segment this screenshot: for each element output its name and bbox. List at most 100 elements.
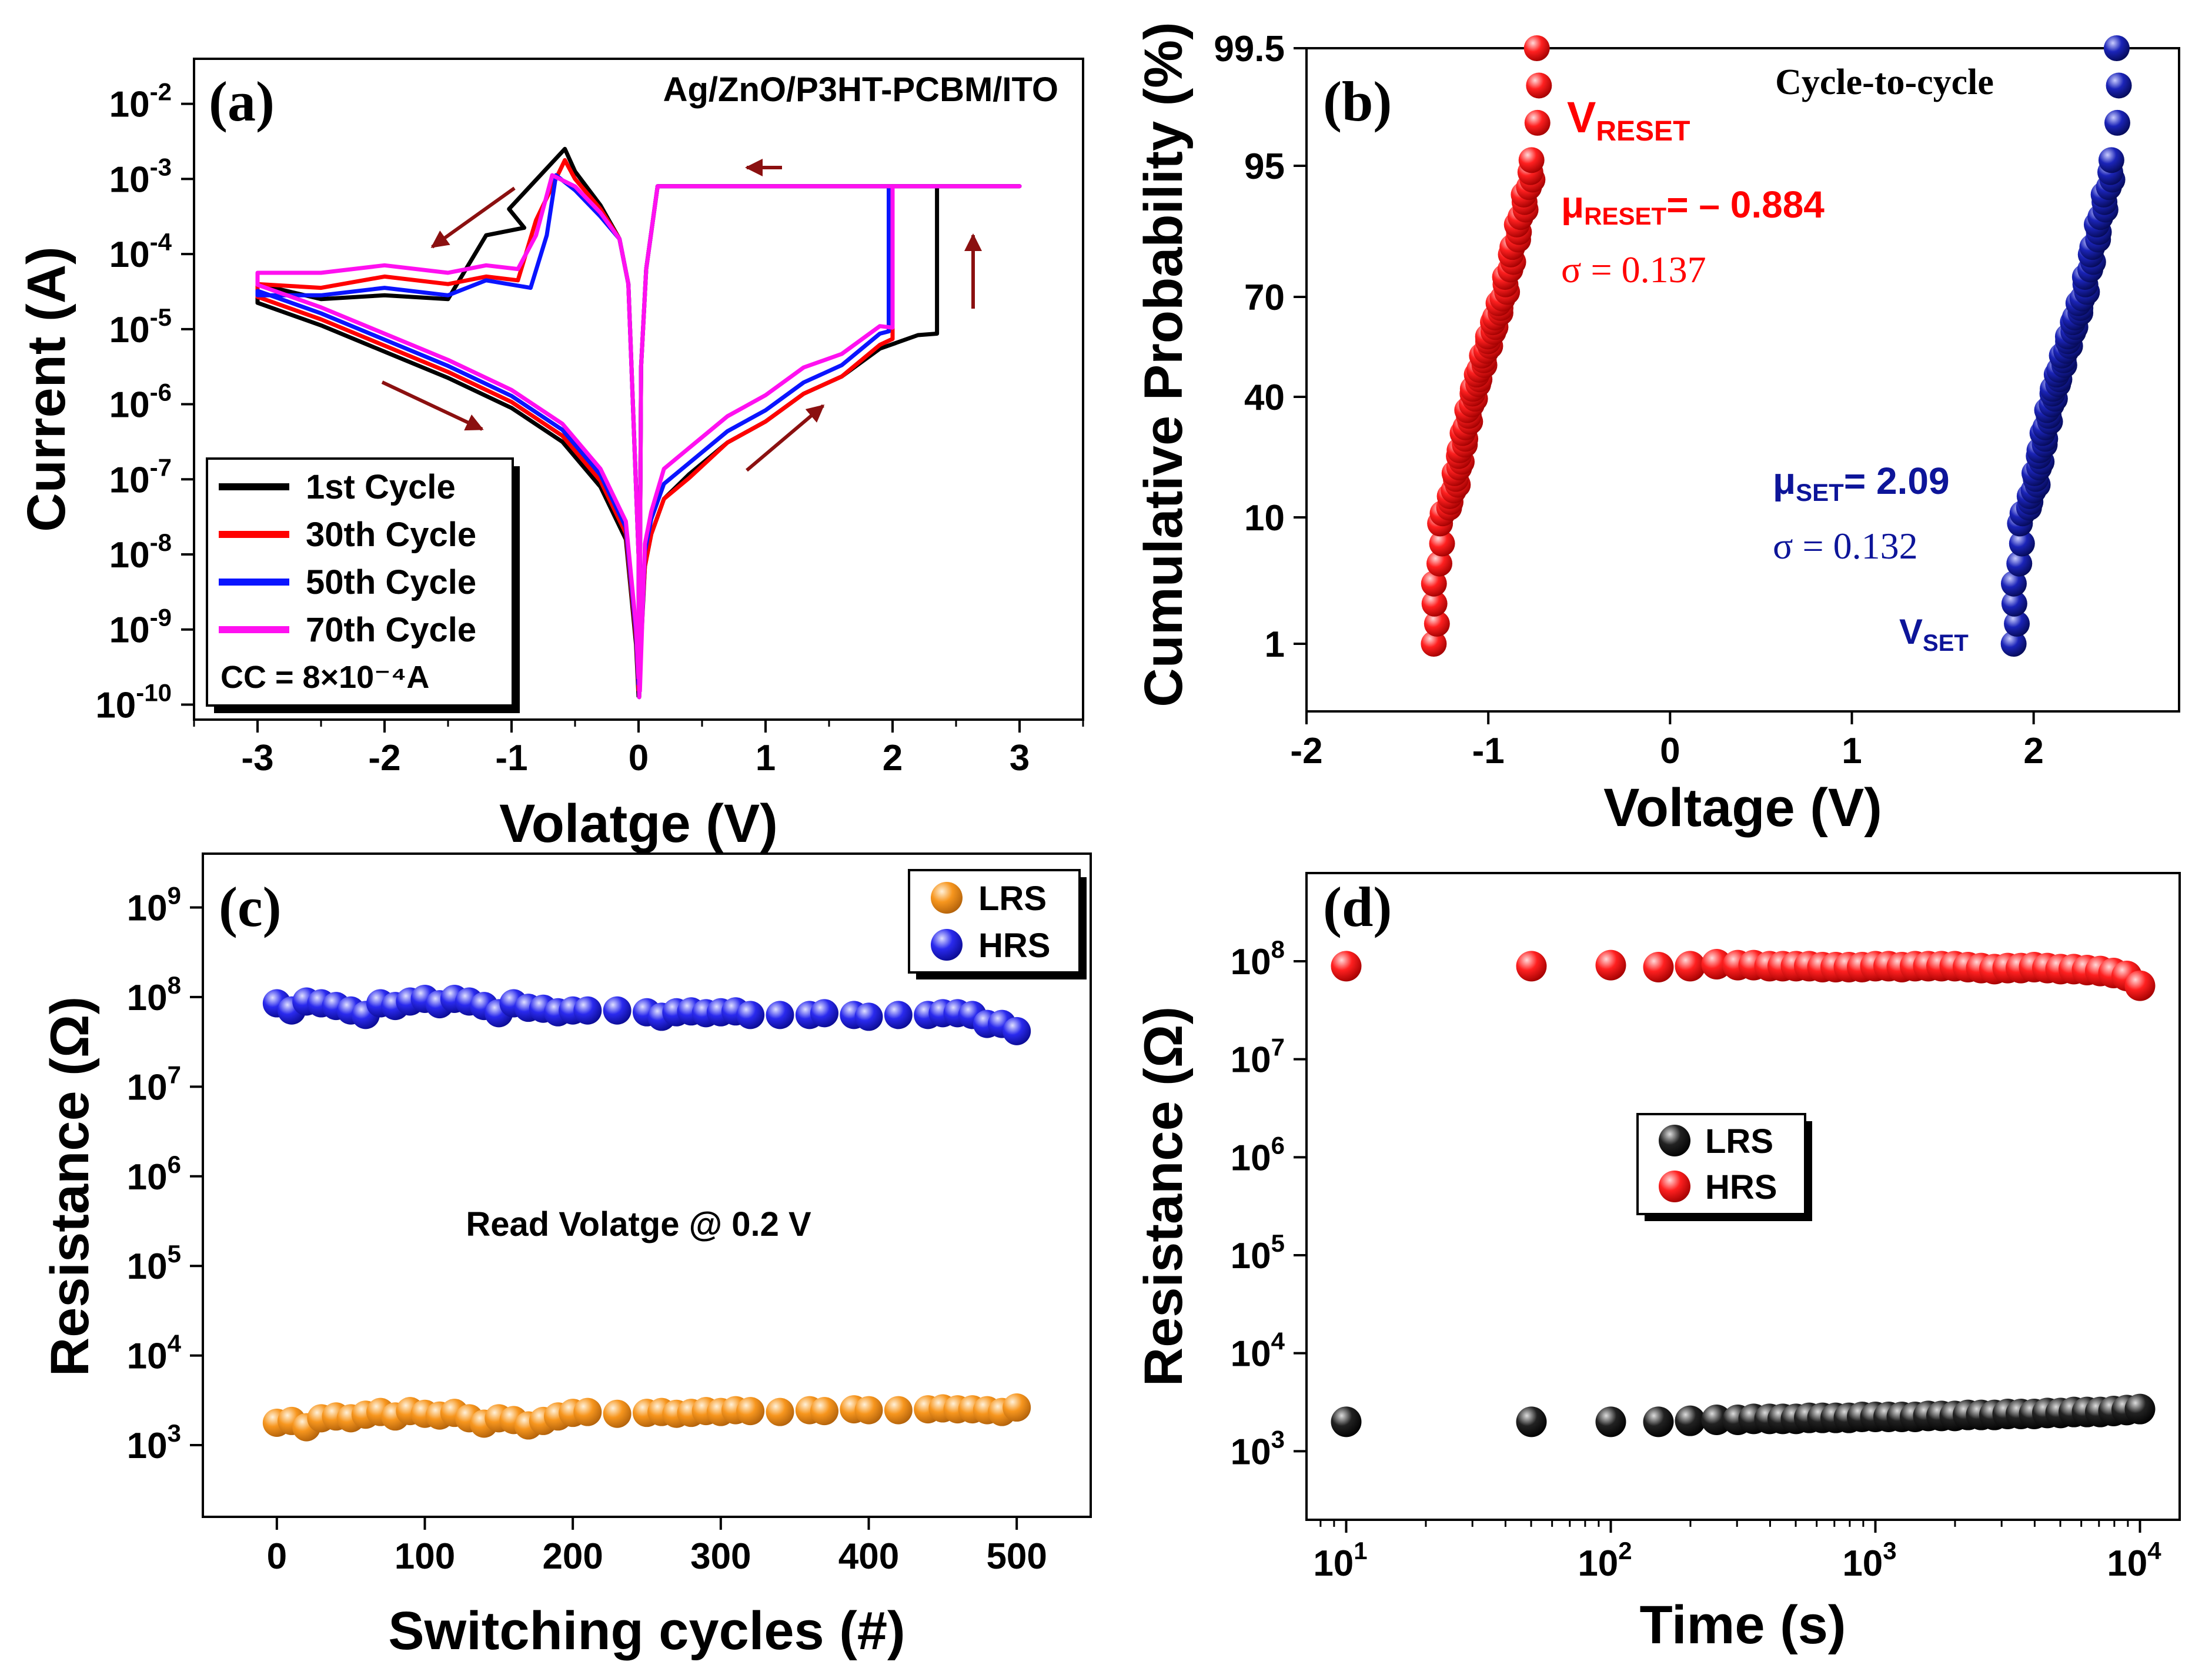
y-tick-label: 108	[127, 971, 181, 1018]
x-tick-label: 104	[2107, 1537, 2161, 1584]
x-tick-label: 1	[756, 738, 776, 778]
vset-label: VSET	[1899, 612, 1969, 656]
y-tick-label: 10-7	[109, 453, 172, 500]
hrs-point	[766, 1001, 794, 1029]
iv-curve-4	[255, 173, 1022, 700]
panel-d: 101 102 103 104 103 104 105 106 107 108 (d) LRS H…	[1134, 872, 2181, 1655]
panel-d-legend: LRS HRS	[1636, 1113, 1812, 1221]
y-tick-label: 109	[127, 881, 181, 928]
reset-point	[1421, 590, 1448, 617]
y-tick-label: 106	[127, 1151, 181, 1198]
reset-point	[1421, 631, 1447, 657]
panel-c-points	[262, 984, 1031, 1442]
panel-b-title: Cycle-to-cycle	[1775, 62, 1994, 102]
hrs-point	[1516, 951, 1547, 982]
y-tick-label: 40	[1244, 377, 1285, 418]
lrs-point	[854, 1396, 883, 1425]
set-point	[2103, 35, 2130, 61]
x-tick-label: 0	[629, 738, 649, 778]
y-tick-label: 95	[1244, 146, 1285, 187]
panel-d-ylabel: Resistance (Ω)	[1134, 1007, 1194, 1386]
hrs-point	[1675, 951, 1706, 982]
x-tick-label: -2	[368, 738, 400, 778]
panel-c-ylabel: Resistance (Ω)	[40, 997, 100, 1376]
legend-marker-hrs	[1659, 1171, 1690, 1202]
x-tick-label: -3	[241, 738, 273, 778]
set-point	[2009, 530, 2035, 557]
lrs-point	[766, 1397, 794, 1426]
lrs-point	[1003, 1393, 1031, 1422]
x-tick-label: 300	[690, 1536, 751, 1577]
panel-a: -3 -2 -1 0 1 2 3 10-10 10-9 10-8 10-7 10-6 10-5 10-4 1…	[16, 58, 1084, 854]
set-point	[2001, 590, 2027, 617]
panel-a-label: (a)	[209, 70, 275, 133]
y-tick-label: 10-4	[109, 228, 172, 275]
read-voltage-label: Read Volatge @ 0.2 V	[466, 1205, 811, 1243]
panel-b-frame	[1305, 47, 2180, 713]
y-tick-label: 107	[1231, 1034, 1285, 1081]
set-point	[2098, 147, 2124, 173]
y-tick-label: 70	[1244, 278, 1285, 318]
panel-a-axes: -3 -2 -1 0 1 2 3 10-10 10-9 10-8 10-7 10-6 10-5 10-4 1…	[95, 78, 1084, 778]
y-tick-label: 108	[1231, 935, 1285, 982]
sweep-arrow-5	[430, 186, 516, 249]
y-tick-label: 10-10	[95, 678, 172, 725]
y-tick-label: 104	[1231, 1328, 1285, 1375]
x-tick-label: 1	[1842, 731, 1862, 771]
reset-point	[1523, 35, 1550, 61]
y-tick-label: 99.5	[1214, 29, 1285, 69]
lrs-point	[603, 1399, 631, 1428]
panel-b-label: (b)	[1323, 70, 1392, 133]
x-tick-label: 0	[1660, 731, 1680, 771]
mu-reset-label: μRESET= – 0.884	[1561, 183, 1825, 230]
hrs-point	[736, 1001, 765, 1029]
panel-d-points	[1331, 949, 2156, 1437]
hrs-point	[603, 996, 631, 1025]
sweep-arrow-3	[746, 404, 825, 472]
hrs-point	[1003, 1017, 1031, 1045]
lrs-point	[1595, 1406, 1626, 1437]
lrs-point	[736, 1397, 765, 1426]
panel-a-legend: 1st Cycle 30th Cycle 50th Cycle 70th Cyc…	[206, 457, 520, 713]
set-point	[2004, 610, 2030, 637]
y-tick-label: 107	[127, 1061, 181, 1108]
panel-a-curves	[255, 146, 1022, 700]
x-tick-label: -1	[495, 738, 527, 778]
reset-point	[1518, 147, 1545, 173]
reset-point	[1424, 610, 1450, 637]
x-tick-label: -2	[1290, 731, 1322, 771]
x-tick-label: 2	[883, 738, 903, 778]
panel-c-label: (c)	[219, 875, 282, 938]
panel-c-axes: 0 100 200 300 400 500 103 104 105 106 107 108 109	[127, 881, 1047, 1577]
set-point	[2104, 109, 2130, 136]
y-tick-label: 103	[127, 1419, 181, 1466]
x-tick-label: 100	[395, 1536, 455, 1577]
hrs-point	[573, 996, 602, 1025]
y-tick-label: 10-3	[109, 153, 172, 200]
sigma-set-label: σ = 0.132	[1773, 525, 1918, 567]
y-tick-label: 10-2	[109, 78, 172, 125]
panel-a-ylabel: Current (A)	[16, 246, 76, 532]
hrs-point	[1331, 951, 1362, 982]
x-tick-label: 200	[542, 1536, 603, 1577]
reset-point	[1426, 550, 1453, 577]
set-point	[2000, 570, 2027, 597]
panel-b-xlabel: Voltage (V)	[1603, 778, 1882, 838]
legend-entry: LRS	[978, 880, 1047, 918]
y-tick-label: 10-9	[109, 604, 172, 651]
hrs-point	[854, 1002, 883, 1031]
panel-a-title: Ag/ZnO/P3HT-PCBM/ITO	[663, 71, 1058, 109]
y-tick-label: 103	[1231, 1425, 1285, 1472]
y-tick-label: 105	[127, 1240, 181, 1287]
x-tick-label: 0	[267, 1536, 287, 1577]
lrs-point	[810, 1397, 838, 1426]
x-tick-label: 102	[1578, 1537, 1632, 1584]
set-point	[2006, 550, 2033, 577]
lrs-point	[884, 1396, 913, 1425]
legend-entry: HRS	[1705, 1168, 1777, 1206]
y-tick-label: 105	[1231, 1229, 1285, 1276]
set-point	[2106, 72, 2132, 99]
x-tick-label: 400	[838, 1536, 899, 1577]
y-tick-label: 10	[1244, 498, 1285, 539]
reset-point	[1421, 570, 1447, 597]
